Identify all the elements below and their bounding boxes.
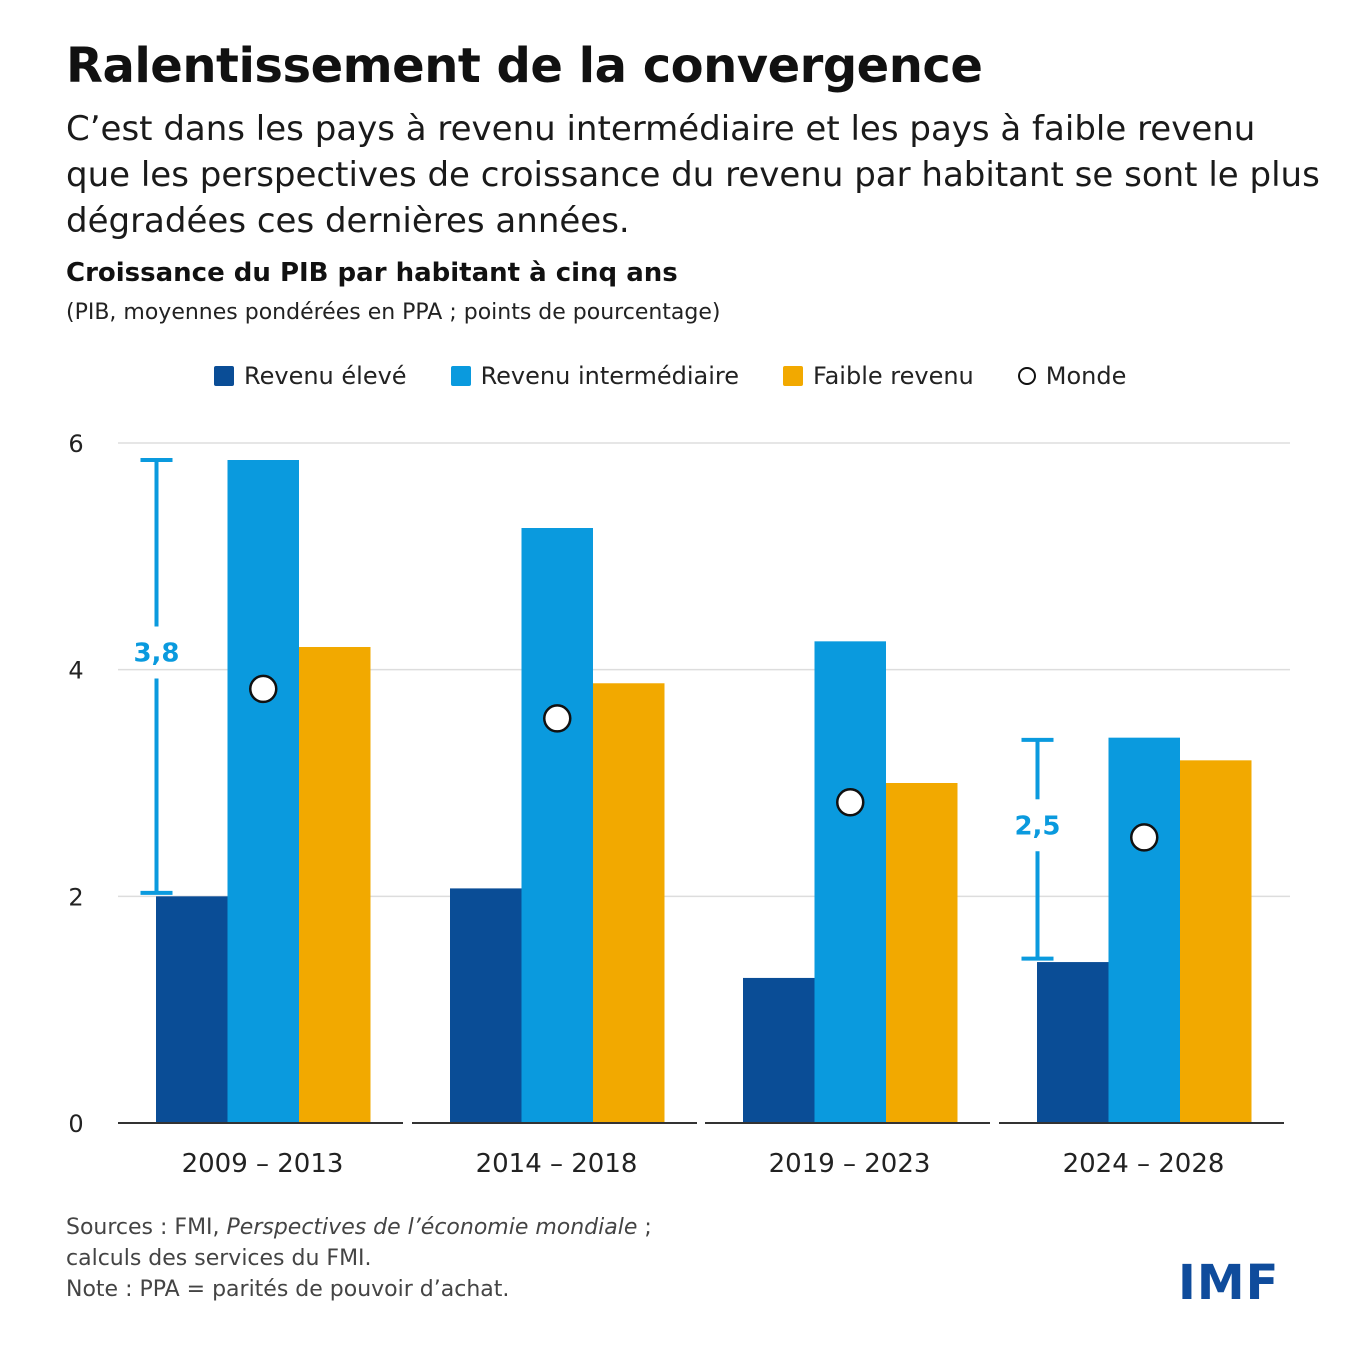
chart-legend: Revenu élevé Revenu intermédiaire Faible… [214,362,1126,390]
legend-item-world: Monde [1017,362,1127,390]
note-line: Note : PPA = parités de pouvoir d’achat. [66,1277,510,1302]
bar-middle [814,641,886,1123]
world-marker [836,788,865,817]
legend-label-world: Monde [1045,362,1127,390]
chart-subtitle: (PIB, moyennes pondérées en PPA ; points… [66,300,721,325]
x-tick-label: 2009 – 2013 [182,1149,344,1179]
sources-prefix: Sources : FMI, [66,1215,227,1240]
y-tick-label: 6 [68,430,83,458]
x-tick-label: 2024 – 2028 [1063,1149,1225,1179]
bar-high [156,896,228,1123]
legend-label-low: Faible revenu [812,362,974,390]
legend-label-high: Revenu élevé [244,362,407,390]
x-tick-label: 2019 – 2023 [769,1149,931,1179]
legend-swatch-high [214,366,234,386]
gap-label: 2,5 [1014,811,1060,841]
sources-line-1: Sources : FMI, Perspectives de l’économi… [66,1212,652,1243]
bar-low [593,683,665,1123]
sources-note: Sources : FMI, Perspectives de l’économi… [66,1212,652,1305]
gap-label: 3,8 [133,638,179,668]
world-marker [1130,823,1159,852]
world-marker [543,704,572,733]
chart-title: Croissance du PIB par habitant à cinq an… [66,258,678,288]
bar-high [450,888,522,1123]
y-tick-label: 2 [68,883,83,911]
bar-middle [521,528,593,1123]
y-tick-label: 0 [68,1110,83,1138]
imf-logo: IMF [1178,1255,1280,1311]
legend-swatch-world [1017,367,1036,385]
bar-middle [227,460,299,1123]
legend-label-middle: Revenu intermédiaire [480,362,739,390]
bar-high [1037,962,1109,1123]
x-tick-label: 2014 – 2018 [476,1149,638,1179]
sources-suffix: ; [637,1215,652,1240]
legend-swatch-middle [450,366,471,386]
page-title: Ralentissement de la convergence [66,38,983,94]
legend-swatch-low [782,366,803,386]
bar-low [299,647,371,1123]
world-marker [249,674,278,704]
y-tick-label: 4 [68,657,83,685]
bar-low [886,783,958,1123]
bar-high [743,977,815,1123]
legend-item-low: Faible revenu [782,362,974,390]
legend-item-high: Revenu élevé [214,362,407,390]
bar-low [1180,760,1252,1123]
page-subtitle: C’est dans les pays à revenu intermédiai… [66,109,1320,241]
legend-item-middle: Revenu intermédiaire [450,362,739,390]
sources-line-2: calculs des services du FMI. [66,1246,372,1271]
sources-publication: Perspectives de l’économie mondiale [226,1215,638,1240]
bar-middle [1108,737,1180,1123]
bar-chart: 0 2 4 6 2009 – 2013 2014 – 2018 2019 – 2023 202… [68,430,1290,1179]
